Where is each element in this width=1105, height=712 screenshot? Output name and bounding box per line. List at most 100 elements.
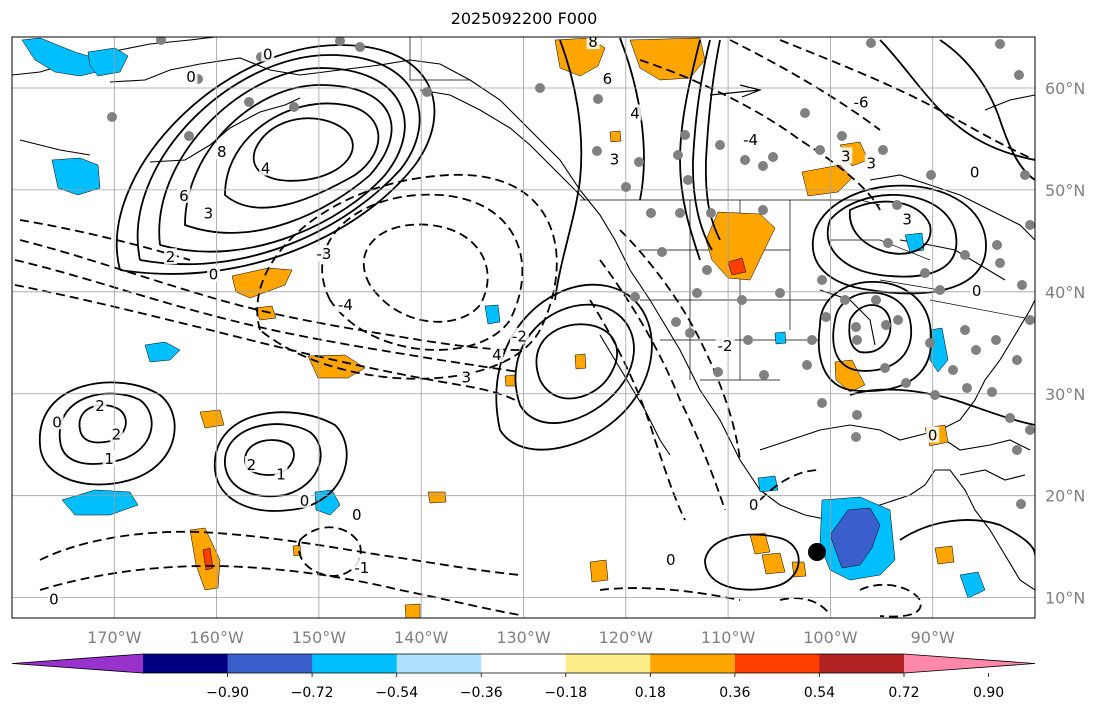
colorbar-segment bbox=[481, 654, 567, 673]
contour-label-bg bbox=[50, 413, 64, 430]
colorbar-tick-label: 0.72 bbox=[888, 685, 919, 701]
contour-label-bg bbox=[201, 204, 215, 221]
contour-label-bg bbox=[608, 150, 622, 167]
contour-label-bg bbox=[93, 397, 107, 414]
contour-label: 1 bbox=[104, 450, 114, 468]
lon-tick-label: 140°W bbox=[394, 628, 449, 647]
contour-label: 2 bbox=[247, 456, 257, 474]
contour-label: 0 bbox=[749, 496, 759, 514]
colorbar-segment bbox=[312, 654, 398, 673]
colorbar: −0.90 −0.72 −0.54 −0.36 −0.18 0.18 0.36 0.54 0.7… bbox=[11, 653, 1036, 701]
contour-label: 3 bbox=[902, 210, 912, 228]
contour-label-bg bbox=[747, 495, 761, 512]
contour-label: 3 bbox=[841, 147, 851, 165]
colorbar-tick-label: −0.18 bbox=[544, 685, 587, 701]
contour-label: -3 bbox=[317, 245, 332, 263]
contour-label: 3 bbox=[610, 150, 620, 168]
contour-label: -4 bbox=[743, 131, 758, 149]
contour-label: 0 bbox=[928, 427, 938, 445]
contour-label: -1 bbox=[354, 559, 369, 577]
lat-tick-label: 50°N bbox=[1045, 181, 1085, 200]
colorbar-segment bbox=[227, 654, 313, 673]
contour-label-bg bbox=[968, 163, 982, 180]
contour-label-bg bbox=[926, 426, 940, 443]
colorbar-tick-label: −0.54 bbox=[375, 685, 418, 701]
contour-label-bg bbox=[314, 245, 334, 262]
lon-tick-label: 170°W bbox=[87, 628, 142, 647]
contour-label-bg bbox=[839, 147, 853, 164]
colorbar-segment bbox=[396, 654, 482, 673]
contour-label-bg bbox=[490, 346, 504, 363]
contour-label: 3 bbox=[461, 368, 471, 386]
contour-label: 2 bbox=[112, 426, 122, 444]
contour-label: 0 bbox=[970, 164, 980, 182]
grid-lines bbox=[12, 37, 1035, 618]
contour-label-bg bbox=[851, 93, 871, 110]
contour-label-bg bbox=[741, 130, 761, 147]
contour-label: 3 bbox=[204, 204, 214, 222]
contour-label-bg bbox=[350, 506, 364, 523]
colorbar-segment bbox=[734, 654, 820, 673]
contour-label: 6 bbox=[603, 70, 613, 88]
colorbar-segment bbox=[650, 654, 736, 673]
colorbar-tick-label: −0.72 bbox=[291, 685, 334, 701]
colorbar-tick-label: 0.54 bbox=[804, 685, 835, 701]
contour-label-bg bbox=[244, 456, 258, 473]
lon-tick-label: 110°W bbox=[701, 628, 756, 647]
contour-label: 4 bbox=[630, 104, 640, 122]
political-borders bbox=[409, 37, 1035, 381]
lat-tick-label: 10°N bbox=[1045, 589, 1085, 608]
wind-arrow-icon bbox=[709, 84, 762, 98]
contour-label-bg bbox=[261, 45, 275, 62]
lon-tick-label: 130°W bbox=[496, 628, 551, 647]
contour-label: 0 bbox=[49, 591, 59, 609]
contour-label-bg bbox=[600, 69, 614, 86]
contour-label-bg bbox=[109, 425, 123, 442]
map-frame bbox=[11, 36, 1036, 619]
contour-label-bg bbox=[664, 550, 678, 567]
contour-label: -4 bbox=[338, 296, 353, 314]
contour-label-bg bbox=[207, 265, 221, 282]
contour-label: -2 bbox=[718, 337, 733, 355]
contour-label-bg bbox=[102, 450, 116, 467]
contour-label: 1 bbox=[276, 465, 286, 483]
contour-label: 4 bbox=[261, 160, 271, 178]
contour-label: 3 bbox=[867, 154, 877, 172]
contour-label-bg bbox=[298, 491, 312, 508]
longitude-labels: 170°W 160°W 150°W 140°W 130°W 120°W 110°W 100°W… bbox=[87, 628, 955, 647]
contour-label-bg bbox=[970, 281, 984, 298]
latitude-labels: 60°N 50°N 40°N 30°N 20°N 10°N bbox=[1045, 79, 1085, 608]
colorbar-tick-label: 0.90 bbox=[973, 685, 1004, 701]
contour-label: -6 bbox=[854, 93, 869, 111]
contour-label-bg bbox=[164, 248, 178, 265]
contour-label: 0 bbox=[52, 413, 62, 431]
lat-tick-label: 30°N bbox=[1045, 385, 1085, 404]
lon-tick-label: 90°W bbox=[911, 628, 955, 647]
contour-label: 0 bbox=[972, 282, 982, 300]
contour-label-bg bbox=[259, 159, 273, 176]
colorbar-tick-label: −0.36 bbox=[460, 685, 503, 701]
contour-label-bg bbox=[335, 296, 355, 313]
colorbar-extend-min bbox=[12, 654, 143, 673]
contour-label: 0 bbox=[186, 68, 196, 86]
contour-label-bg bbox=[628, 104, 642, 121]
contour-label-bg bbox=[509, 327, 529, 344]
colorbar-tick-label: −0.90 bbox=[206, 685, 249, 701]
colorbar-extend-max bbox=[904, 654, 1035, 673]
contour-label-bg bbox=[459, 368, 473, 385]
contour-label-bg bbox=[715, 336, 735, 353]
positive-contours bbox=[39, 37, 1035, 591]
negative-contours bbox=[14, 39, 1035, 618]
lat-tick-label: 20°N bbox=[1045, 487, 1085, 506]
contour-label-bg bbox=[274, 465, 288, 482]
contour-label-bg bbox=[184, 67, 198, 84]
contour-label-bg bbox=[900, 210, 914, 227]
lon-tick-label: 100°W bbox=[803, 628, 858, 647]
colorbar-segment bbox=[565, 654, 651, 673]
contour-label: 4 bbox=[492, 346, 502, 364]
lon-tick-label: 120°W bbox=[599, 628, 654, 647]
contour-label: -2 bbox=[512, 328, 527, 346]
contour-label: 0 bbox=[352, 506, 362, 524]
contour-label-bg bbox=[586, 37, 600, 50]
